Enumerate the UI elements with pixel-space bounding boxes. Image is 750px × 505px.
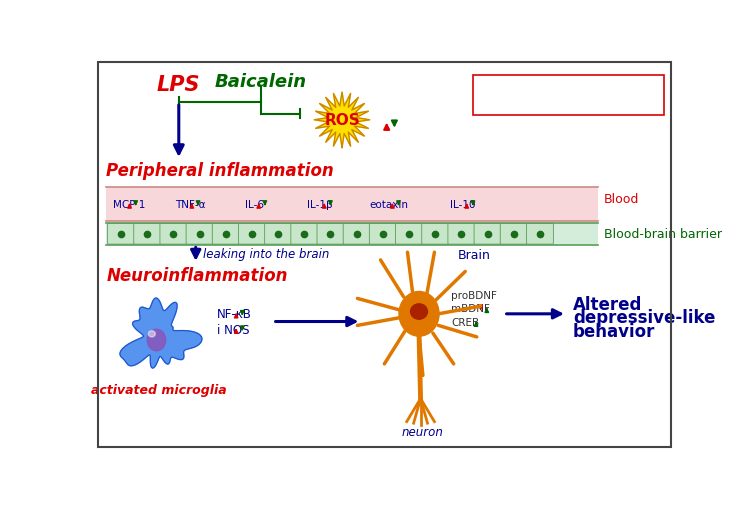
Text: activated microglia: activated microglia: [91, 383, 226, 396]
FancyBboxPatch shape: [186, 224, 213, 244]
FancyBboxPatch shape: [291, 224, 318, 244]
Text: MCP 1: MCP 1: [112, 199, 145, 210]
Polygon shape: [120, 298, 202, 368]
Ellipse shape: [147, 330, 166, 351]
Text: NF-κB: NF-κB: [217, 308, 252, 321]
Text: Peripheral inflammation: Peripheral inflammation: [106, 162, 334, 180]
Text: Blood: Blood: [604, 192, 639, 206]
Text: Red arrow : effect of LPS: Red arrow : effect of LPS: [478, 87, 615, 97]
FancyBboxPatch shape: [134, 224, 160, 244]
Text: depressive-like: depressive-like: [573, 309, 716, 327]
Text: Neuroinflammation: Neuroinflammation: [106, 267, 288, 284]
FancyBboxPatch shape: [212, 224, 239, 244]
Text: Blood-brain barrier: Blood-brain barrier: [604, 228, 722, 241]
FancyBboxPatch shape: [395, 224, 422, 244]
FancyBboxPatch shape: [422, 224, 448, 244]
Text: ROS: ROS: [324, 113, 360, 128]
Text: IL-1β: IL-1β: [308, 199, 333, 210]
FancyBboxPatch shape: [107, 224, 134, 244]
Text: Altered: Altered: [573, 295, 643, 313]
FancyBboxPatch shape: [448, 224, 475, 244]
FancyBboxPatch shape: [369, 224, 396, 244]
Ellipse shape: [399, 292, 439, 336]
Bar: [106, 224, 598, 245]
FancyBboxPatch shape: [317, 224, 344, 244]
Text: i NOS: i NOS: [217, 323, 250, 336]
FancyBboxPatch shape: [526, 224, 554, 244]
Text: neuron: neuron: [402, 426, 444, 439]
Ellipse shape: [410, 304, 428, 320]
Text: behavior: behavior: [573, 323, 656, 340]
Text: TNF-α: TNF-α: [175, 199, 206, 210]
Ellipse shape: [148, 331, 155, 337]
Text: CREB: CREB: [452, 318, 479, 328]
Text: LPS: LPS: [157, 74, 200, 94]
Text: leaking into the brain: leaking into the brain: [203, 248, 330, 261]
Text: Baicalein: Baicalein: [215, 73, 308, 91]
FancyBboxPatch shape: [265, 224, 292, 244]
FancyBboxPatch shape: [500, 224, 527, 244]
Bar: [106, 187, 598, 222]
Text: eotaxin: eotaxin: [369, 199, 408, 210]
FancyBboxPatch shape: [344, 224, 370, 244]
Text: IL-6: IL-6: [245, 199, 264, 210]
Polygon shape: [314, 93, 370, 148]
Text: mBDNF: mBDNF: [452, 304, 491, 314]
Text: IL-10: IL-10: [450, 199, 476, 210]
Text: proBDNF: proBDNF: [452, 290, 497, 300]
FancyBboxPatch shape: [473, 76, 664, 116]
FancyBboxPatch shape: [160, 224, 187, 244]
Text: Green arrow : effect of baicalein: Green arrow : effect of baicalein: [478, 99, 658, 109]
FancyBboxPatch shape: [474, 224, 501, 244]
FancyBboxPatch shape: [238, 224, 266, 244]
Text: Brain: Brain: [458, 248, 490, 262]
